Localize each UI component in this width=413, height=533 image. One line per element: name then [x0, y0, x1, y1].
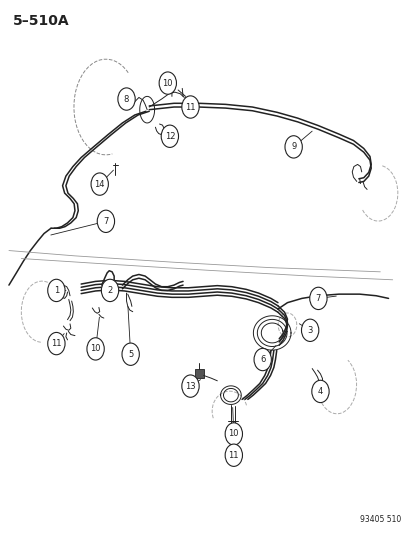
Text: 4: 4 [317, 387, 322, 396]
Text: 8: 8 [123, 94, 129, 103]
Circle shape [91, 173, 108, 195]
Circle shape [284, 136, 301, 158]
Circle shape [101, 279, 119, 302]
Text: 7: 7 [103, 217, 108, 226]
Circle shape [254, 349, 271, 370]
Text: 10: 10 [162, 78, 173, 87]
Text: 5: 5 [128, 350, 133, 359]
Text: 3: 3 [307, 326, 312, 335]
Text: 11: 11 [185, 102, 195, 111]
Text: 13: 13 [185, 382, 195, 391]
Text: 93405 510: 93405 510 [359, 515, 400, 524]
Circle shape [309, 287, 326, 310]
Bar [194, 368, 203, 378]
Circle shape [181, 96, 199, 118]
Circle shape [47, 333, 65, 355]
Circle shape [311, 380, 328, 402]
Text: 14: 14 [94, 180, 105, 189]
Text: 10: 10 [90, 344, 101, 353]
Text: 7: 7 [315, 294, 320, 303]
Circle shape [301, 319, 318, 342]
Text: 6: 6 [259, 355, 265, 364]
Circle shape [225, 423, 242, 445]
Text: 12: 12 [164, 132, 175, 141]
Circle shape [161, 125, 178, 148]
Circle shape [225, 444, 242, 466]
Text: 5–510A: 5–510A [13, 14, 69, 28]
Text: 11: 11 [228, 451, 238, 460]
Circle shape [122, 343, 139, 366]
Circle shape [87, 338, 104, 360]
Text: 11: 11 [51, 339, 62, 348]
Circle shape [97, 210, 114, 232]
Text: 1: 1 [54, 286, 59, 295]
Text: 10: 10 [228, 430, 238, 439]
Circle shape [118, 88, 135, 110]
Circle shape [159, 72, 176, 94]
Circle shape [47, 279, 65, 302]
Text: 9: 9 [290, 142, 296, 151]
Circle shape [181, 375, 199, 397]
Text: 2: 2 [107, 286, 112, 295]
